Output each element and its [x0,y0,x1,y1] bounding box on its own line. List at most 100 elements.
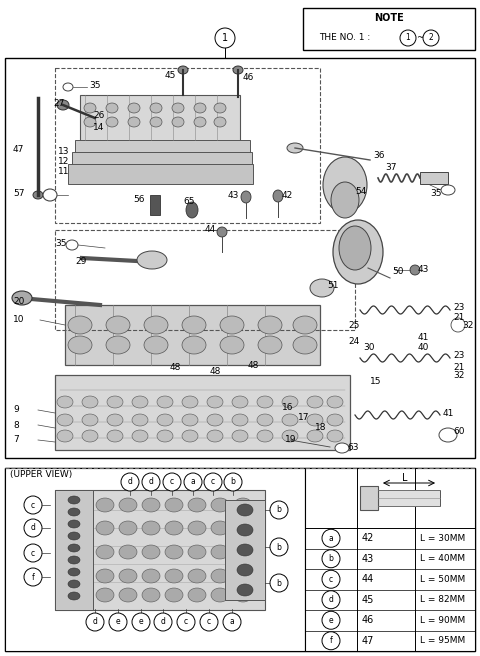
Text: 9: 9 [13,405,19,415]
Text: c: c [207,617,211,626]
Text: L = 90MM: L = 90MM [420,616,465,625]
Circle shape [154,613,172,631]
Ellipse shape [441,185,455,195]
Text: 20: 20 [13,298,24,306]
Text: 44: 44 [205,226,216,234]
Circle shape [86,613,104,631]
Ellipse shape [172,117,184,127]
Circle shape [215,28,235,48]
Ellipse shape [68,544,80,552]
Text: 17: 17 [298,413,310,422]
Text: d: d [329,595,334,604]
Ellipse shape [188,569,206,583]
Circle shape [24,519,42,537]
Circle shape [224,473,242,491]
Ellipse shape [234,569,252,583]
Text: 23: 23 [453,304,464,312]
Text: 7: 7 [13,436,19,445]
Ellipse shape [144,336,168,354]
Ellipse shape [57,100,69,110]
Circle shape [163,473,181,491]
Text: 8: 8 [13,420,19,430]
Ellipse shape [182,414,198,426]
Text: 36: 36 [373,150,384,159]
Text: 43: 43 [362,554,374,564]
Bar [68,164,253,184]
Ellipse shape [106,316,130,334]
Ellipse shape [68,508,80,516]
Ellipse shape [211,569,229,583]
Ellipse shape [237,544,253,556]
Ellipse shape [307,430,323,442]
Circle shape [109,613,127,631]
Bar [55,375,350,450]
Text: 1: 1 [406,33,410,43]
Text: L = 30MM: L = 30MM [420,534,465,543]
Text: 32: 32 [462,321,473,329]
Ellipse shape [66,240,78,250]
Ellipse shape [132,430,148,442]
Circle shape [322,632,340,649]
Circle shape [322,591,340,609]
Text: 57: 57 [13,188,24,197]
Text: 35: 35 [89,81,100,91]
Text: 46: 46 [362,615,374,625]
Text: 16: 16 [282,403,293,413]
Text: L = 50MM: L = 50MM [420,575,465,584]
Bar [420,172,448,184]
Ellipse shape [68,532,80,540]
Text: 15: 15 [370,377,382,386]
Text: L = 95MM: L = 95MM [420,636,465,646]
Ellipse shape [150,103,162,113]
Ellipse shape [220,316,244,334]
Text: 24: 24 [348,337,359,346]
Ellipse shape [186,202,198,218]
Ellipse shape [237,504,253,516]
Ellipse shape [257,396,273,408]
Ellipse shape [333,220,383,284]
Text: 10: 10 [13,316,24,325]
Circle shape [322,611,340,629]
Text: L = 40MM: L = 40MM [420,554,465,564]
Text: c: c [170,478,174,487]
Ellipse shape [439,428,457,442]
Ellipse shape [57,396,73,408]
Ellipse shape [107,414,123,426]
Text: d: d [128,478,132,487]
Ellipse shape [234,588,252,602]
Circle shape [24,568,42,586]
Ellipse shape [157,430,173,442]
Ellipse shape [182,336,206,354]
Ellipse shape [128,103,140,113]
Ellipse shape [63,83,73,91]
Text: 48: 48 [170,363,181,373]
Ellipse shape [106,117,118,127]
Text: 45: 45 [362,595,374,605]
Ellipse shape [234,521,252,535]
Ellipse shape [68,336,92,354]
Ellipse shape [68,556,80,564]
Ellipse shape [43,189,57,201]
Ellipse shape [327,396,343,408]
Text: 60: 60 [453,428,465,436]
Ellipse shape [339,226,371,270]
Ellipse shape [107,396,123,408]
Ellipse shape [178,66,188,74]
Text: 51: 51 [327,281,338,289]
Ellipse shape [96,588,114,602]
Bar [5,58,475,458]
Bar [225,500,265,600]
Bar [303,8,475,50]
Ellipse shape [96,498,114,512]
Text: 45: 45 [165,72,176,81]
Bar [65,305,320,365]
Text: 32: 32 [453,371,464,380]
Bar [5,468,475,651]
Text: 48: 48 [248,361,259,369]
Text: f: f [32,573,35,581]
Ellipse shape [211,588,229,602]
Circle shape [322,570,340,588]
Ellipse shape [207,414,223,426]
Ellipse shape [207,396,223,408]
Text: b: b [230,478,235,487]
